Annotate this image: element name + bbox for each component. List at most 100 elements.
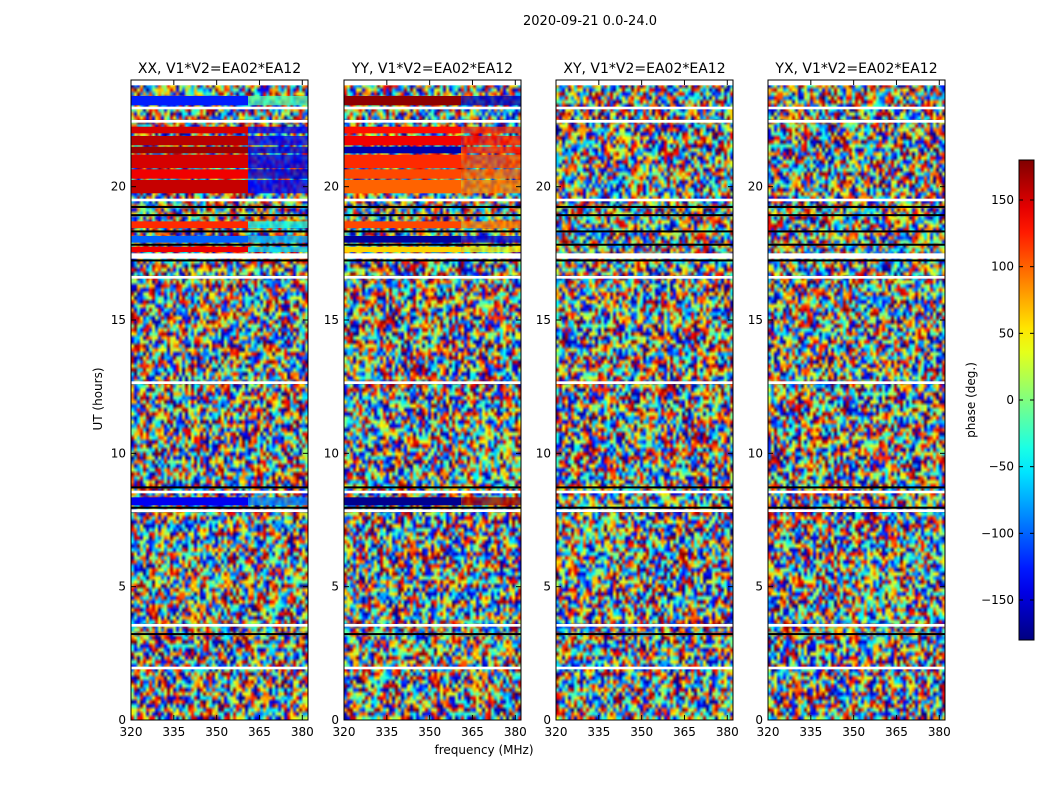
y-tick-label: 5 xyxy=(331,580,339,594)
coherent-band xyxy=(248,246,308,252)
y-tick-label: 15 xyxy=(536,313,551,327)
flagged-row xyxy=(768,486,945,489)
flagged-row xyxy=(768,205,945,208)
time-gap xyxy=(768,509,945,512)
flagged-row xyxy=(768,214,945,217)
time-gap xyxy=(344,509,521,512)
y-tick-label: 5 xyxy=(543,580,551,594)
phase-raster xyxy=(768,80,945,720)
flagged-row xyxy=(768,243,945,246)
time-gap xyxy=(556,276,733,279)
coherent-band xyxy=(344,126,462,134)
flagged-row xyxy=(131,214,308,217)
time-gap xyxy=(344,106,521,110)
flagged-row xyxy=(768,259,945,262)
time-gap xyxy=(556,198,733,202)
coherent-band xyxy=(248,154,308,168)
panel-frame xyxy=(130,79,309,721)
coherent-band xyxy=(248,180,308,194)
colorbar-tick-label: 50 xyxy=(999,326,1014,340)
time-gap xyxy=(768,666,945,670)
flagged-row xyxy=(556,506,733,509)
time-gap xyxy=(131,80,308,86)
time-gap xyxy=(768,120,945,123)
coherent-band xyxy=(344,154,462,168)
panel-frame xyxy=(343,79,522,721)
flagged-row xyxy=(131,486,308,489)
coherent-band xyxy=(344,136,462,146)
time-gap xyxy=(131,381,308,384)
time-gap xyxy=(556,666,733,670)
time-gap xyxy=(768,490,945,494)
coherent-band xyxy=(131,497,249,506)
flagged-row xyxy=(768,633,945,636)
coherent-band xyxy=(461,146,521,154)
x-tick-label: 335 xyxy=(587,725,610,739)
time-gap xyxy=(131,253,308,259)
coherent-band xyxy=(131,236,249,243)
flagged-row xyxy=(556,633,733,636)
time-gap xyxy=(556,490,733,494)
coherent-band xyxy=(461,126,521,134)
x-tick-label: 380 xyxy=(928,725,951,739)
y-tick-label: 0 xyxy=(118,713,126,727)
y-tick-label: 0 xyxy=(331,713,339,727)
coherent-band xyxy=(248,497,308,506)
panel-title: YX, V1*V2=EA02*EA12 xyxy=(774,61,937,77)
flagged-row xyxy=(768,506,945,509)
panel-3: XY, V1*V2=EA02*EA12 320 335 350 365 380 0 5 10 15… xyxy=(536,61,739,739)
flagged-row xyxy=(131,243,308,246)
panel-frame xyxy=(767,79,946,721)
flagged-row xyxy=(344,230,521,233)
y-tick-label: 20 xyxy=(324,180,339,194)
time-gap xyxy=(131,666,308,670)
time-gap xyxy=(768,80,945,86)
coherent-band xyxy=(461,154,521,168)
panel-1: XX, V1*V2=EA02*EA12 320 335 350 365 380 0 5 10 15… xyxy=(111,61,314,739)
coherent-band xyxy=(248,236,308,243)
coherent-band xyxy=(461,236,521,243)
time-gap xyxy=(344,198,521,202)
x-tick-label: 350 xyxy=(418,725,441,739)
panel-4: YX, V1*V2=EA02*EA12 320 335 350 365 380 0 5 10 15… xyxy=(748,61,951,739)
coherent-band xyxy=(344,180,462,194)
coherent-band xyxy=(131,180,249,194)
flagged-row xyxy=(131,259,308,262)
flagged-row xyxy=(344,243,521,246)
x-tick-label: 335 xyxy=(375,725,398,739)
colorbar-tick-label: −50 xyxy=(989,460,1014,474)
flagged-row xyxy=(556,205,733,208)
x-tick-label: 350 xyxy=(630,725,653,739)
coherent-band xyxy=(344,221,462,228)
y-tick-label: 5 xyxy=(755,580,763,594)
colorbar: 150 100 50 0 −50 −100 −150 xyxy=(981,159,1035,641)
coherent-band xyxy=(248,146,308,154)
flagged-row xyxy=(344,205,521,208)
coherent-band xyxy=(131,246,249,252)
x-tick-label: 350 xyxy=(205,725,228,739)
coherent-band xyxy=(248,136,308,146)
y-tick-label: 15 xyxy=(111,313,126,327)
time-gap xyxy=(131,198,308,202)
time-gap xyxy=(131,490,308,494)
time-gap xyxy=(344,381,521,384)
y-tick-label: 10 xyxy=(111,446,126,460)
time-gap xyxy=(768,624,945,627)
panel-frame xyxy=(555,79,734,721)
time-gap xyxy=(131,509,308,512)
y-tick-label: 5 xyxy=(118,580,126,594)
time-gap xyxy=(344,624,521,627)
x-tick-label: 365 xyxy=(885,725,908,739)
time-gap xyxy=(344,276,521,279)
y-tick-label: 0 xyxy=(755,713,763,727)
flagged-row xyxy=(556,230,733,233)
flagged-row xyxy=(344,259,521,262)
coherent-band xyxy=(344,236,462,243)
flagged-row xyxy=(131,205,308,208)
time-gap xyxy=(768,276,945,279)
coherent-band xyxy=(461,497,521,506)
time-gap xyxy=(556,509,733,512)
time-gap xyxy=(768,253,945,259)
panel-title: XY, V1*V2=EA02*EA12 xyxy=(563,61,725,77)
